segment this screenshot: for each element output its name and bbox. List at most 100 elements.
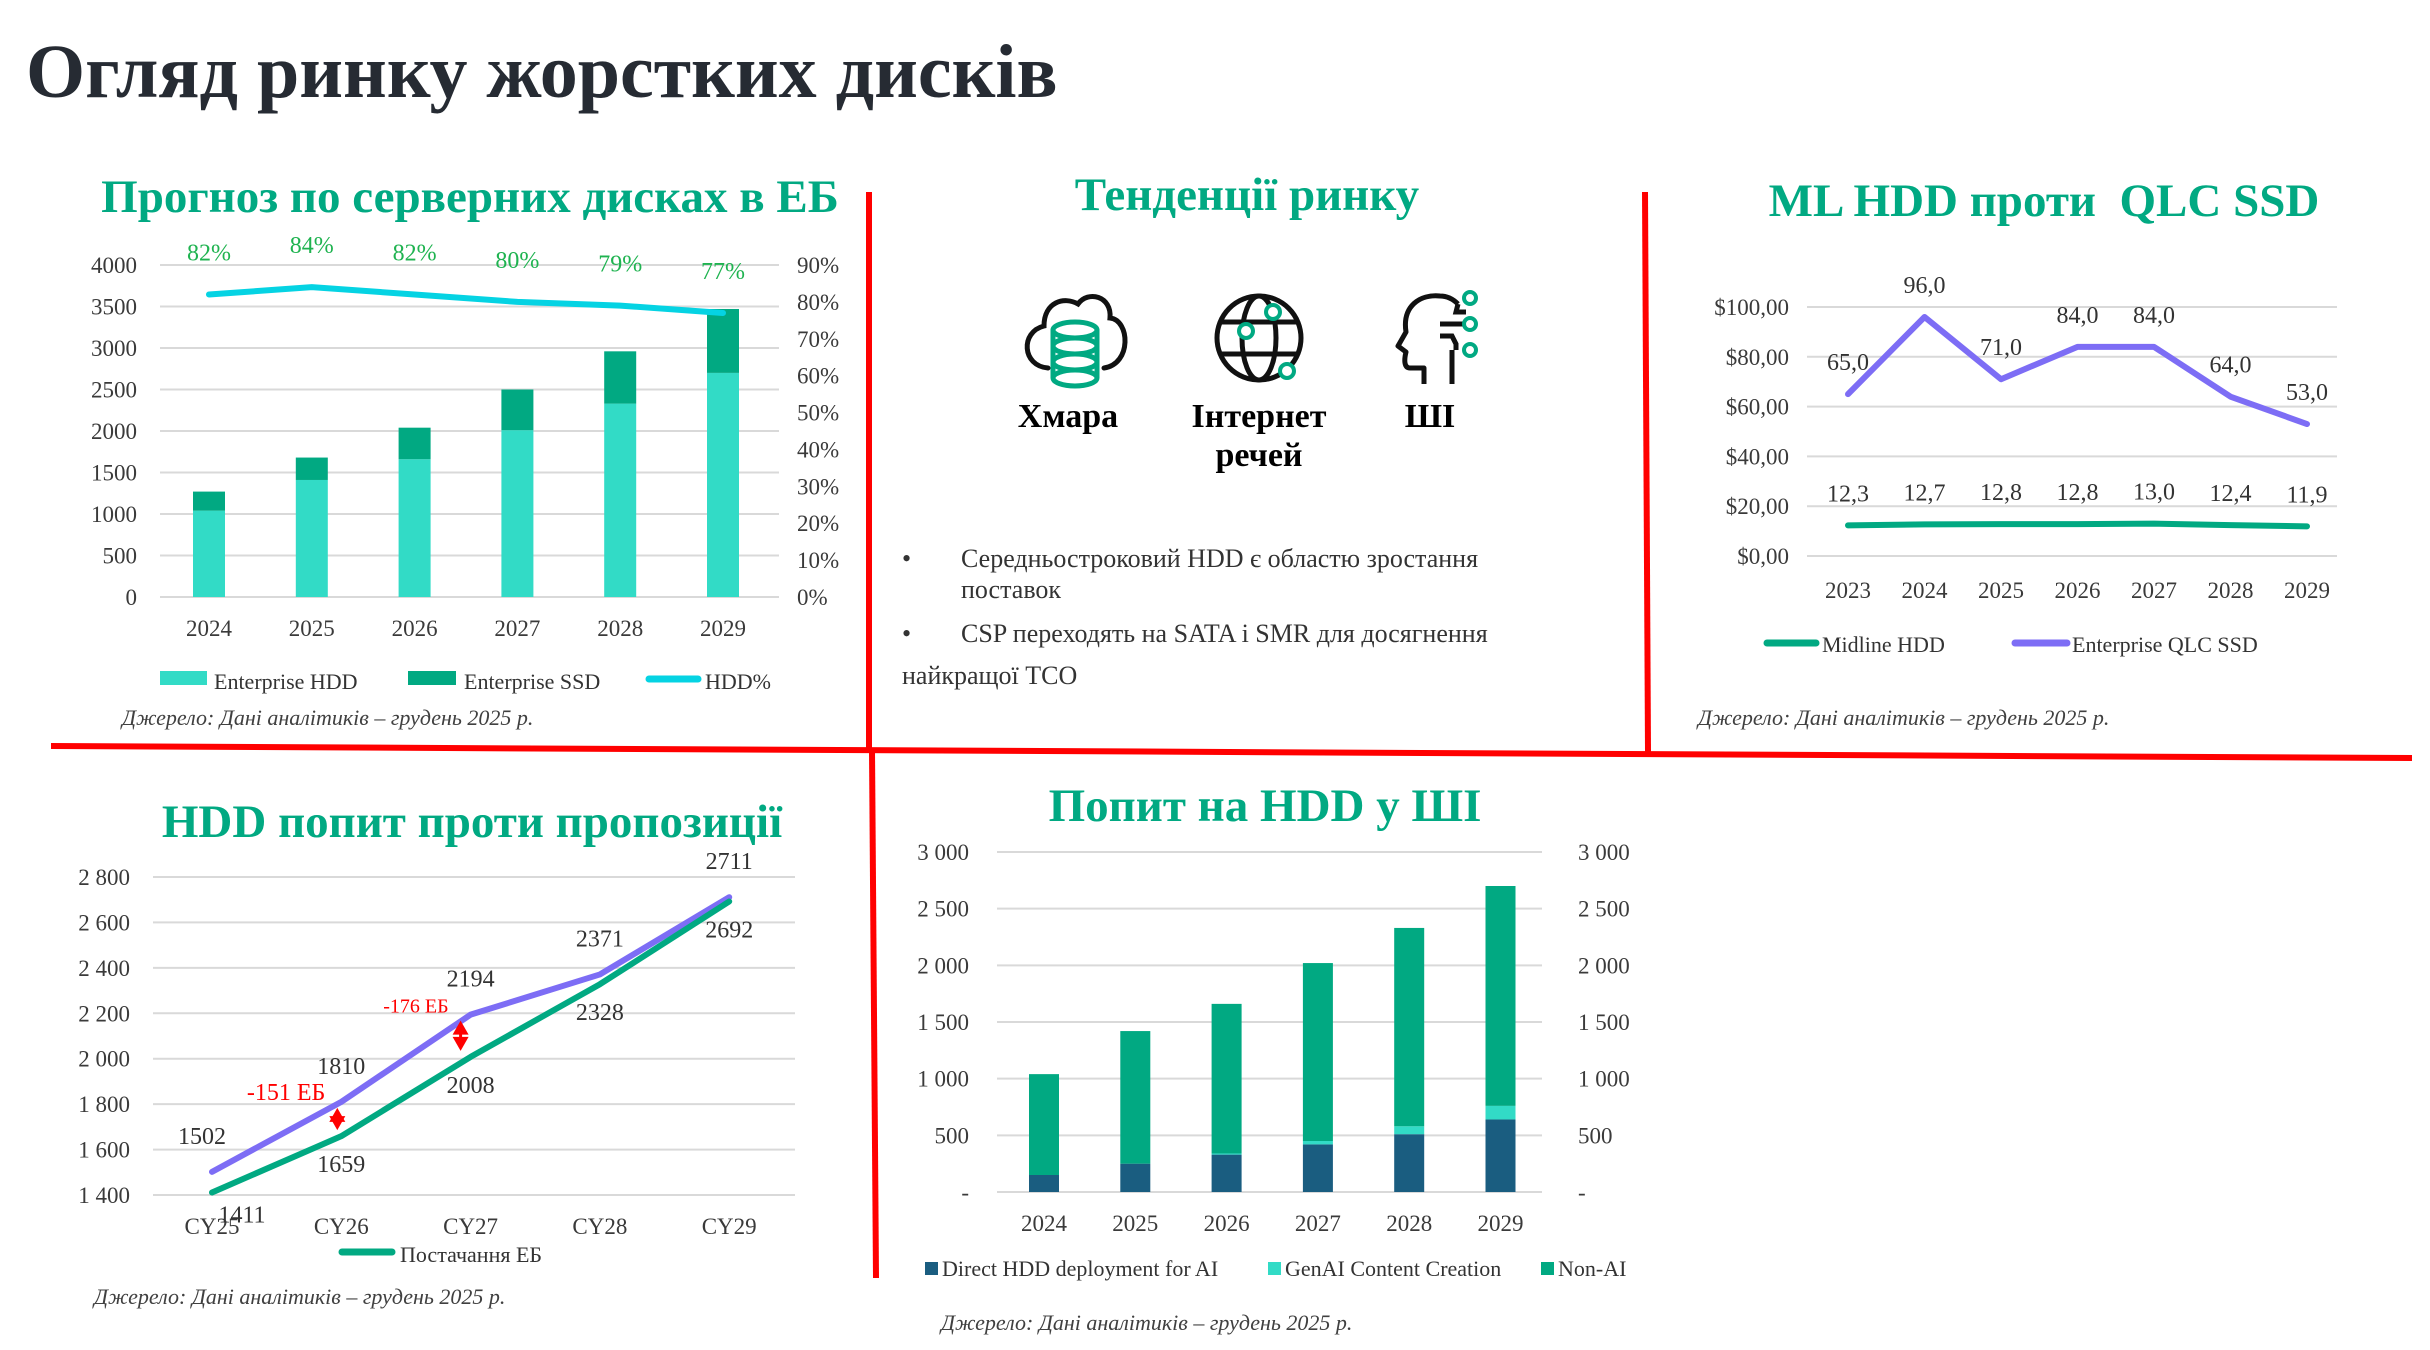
chart-title: ML HDD проти QLC SSD <box>1769 175 2320 227</box>
icon-label: Хмара <box>1018 398 1118 435</box>
y2-tick-label: 60% <box>797 364 839 389</box>
x-tick-label: CY29 <box>702 1214 757 1239</box>
y-tick-label: 0 <box>126 585 138 610</box>
dividers <box>50 191 2413 1279</box>
bar-non-ai <box>1211 1003 1242 1154</box>
trends-title: Тенденції ринку <box>1075 169 1420 221</box>
bar-non-ai <box>1302 963 1333 1141</box>
x-tick-label: 2029 <box>1478 1211 1524 1236</box>
bar-enterprise-hdd <box>398 459 431 597</box>
x-tick-label: 2025 <box>289 616 335 641</box>
data-label: 2328 <box>576 1000 624 1026</box>
y2-tick-label: 30% <box>797 474 839 499</box>
bar-direct-ai <box>1029 1175 1059 1192</box>
legend-label: Enterprise HDD <box>214 669 358 694</box>
y-tick-label: 4000 <box>91 253 137 278</box>
y2-tick-label: 3 000 <box>1578 840 1630 865</box>
y-tick-label: 1 400 <box>78 1183 130 1208</box>
y-tick-label: 2 500 <box>917 897 969 922</box>
y-tick-label: 1000 <box>91 502 137 527</box>
bar-enterprise-hdd <box>295 479 328 597</box>
bar-genai <box>1302 1141 1333 1145</box>
data-label: 84,0 <box>2057 303 2099 329</box>
icon-label: ШІ <box>1405 398 1456 435</box>
legend-swatch-enterprise-hdd <box>160 671 207 685</box>
bullet-icon: • <box>902 544 911 573</box>
source-note: Джерело: Дані аналітиків – грудень 2025 … <box>1696 705 2109 730</box>
y-tick-label: 2 800 <box>78 865 130 890</box>
legend-label: GenAI Content Creation <box>1285 1256 1501 1281</box>
x-tick-label: 2028 <box>597 616 643 641</box>
y2-tick-label: 40% <box>797 437 839 462</box>
y-tick-label: 1500 <box>91 461 137 486</box>
bar-direct-ai <box>1485 1119 1516 1192</box>
legend-label: Постачання ЕБ <box>400 1242 542 1267</box>
y-tick-label: $100,00 <box>1714 295 1789 320</box>
gap-annotation: -176 ЕБ <box>383 996 469 1051</box>
y-tick-label: 1 500 <box>917 1010 969 1035</box>
data-label: 80% <box>495 248 539 274</box>
arrow-up-icon <box>452 1020 469 1035</box>
data-label: 12,8 <box>1980 480 2022 506</box>
bar-enterprise-ssd <box>193 491 225 511</box>
server-forecast-chart: Прогноз по серверних дисках в ЕБ 4000 3500… <box>91 171 839 730</box>
data-label: 13,0 <box>2133 480 2175 506</box>
y-tick-label: 2 600 <box>78 910 130 935</box>
annotation-label: -151 ЕБ <box>247 1080 325 1106</box>
x-tick-label: 2027 <box>2131 578 2177 603</box>
bar-genai <box>1211 1153 1242 1155</box>
data-label: 12,7 <box>1904 480 1946 506</box>
x-tick-label: 2027 <box>1295 1211 1341 1236</box>
bullet-text: Середньостроковий HDD є областю зростанн… <box>961 544 1478 573</box>
x-tick-label: CY25 <box>185 1214 240 1239</box>
y2-tick-label: 1 000 <box>1578 1067 1630 1092</box>
legend-swatch <box>1541 1262 1554 1275</box>
data-label: 12,8 <box>2057 480 2099 506</box>
x-tick-label: 2029 <box>700 616 746 641</box>
divider-vertical-top-right <box>1642 191 1651 753</box>
y2-tick-label: 10% <box>797 548 839 573</box>
source-note: Джерело: Дані аналітиків – грудень 2025 … <box>92 1284 505 1309</box>
charts: Прогноз по серверних дисках в ЕБ 4000 3500… <box>78 171 2337 1335</box>
x-tick-label: 2028 <box>1386 1211 1432 1236</box>
hdd-demand-vs-supply-chart: HDD попит проти пропозиції 2 800 2 600 2 40… <box>78 796 795 1309</box>
chart-title: HDD попит проти пропозиції <box>162 796 783 848</box>
data-label: 64,0 <box>2210 353 2252 379</box>
globe-network-icon <box>1214 293 1304 383</box>
chart-title: Прогноз по серверних дисках в ЕБ <box>101 171 839 223</box>
y-tick-label: 2 000 <box>917 953 969 978</box>
x-tick-label: 2028 <box>2208 578 2254 603</box>
bullet-text: поставок <box>961 575 1061 604</box>
y-tick-label: 2 400 <box>78 956 130 981</box>
y-tick-label: - <box>961 1180 969 1205</box>
x-tick-label: 2023 <box>1825 578 1871 603</box>
x-tick-label: 2024 <box>186 616 233 641</box>
y-tick-label: $60,00 <box>1726 395 1789 420</box>
bar-non-ai <box>1029 1074 1059 1175</box>
y-tick-label: $0,00 <box>1737 544 1789 569</box>
bar-genai <box>1485 1105 1516 1120</box>
x-tick-label: 2025 <box>1978 578 2024 603</box>
data-label: 71,0 <box>1980 335 2022 361</box>
data-label: 2194 <box>447 967 495 993</box>
data-label: 96,0 <box>1904 273 1946 299</box>
data-label: 1411 <box>218 1203 265 1229</box>
y2-tick-label: 50% <box>797 401 839 426</box>
y2-tick-label: 90% <box>797 253 839 278</box>
y2-tick-label: - <box>1578 1180 1586 1205</box>
legend-swatch <box>925 1262 938 1275</box>
ai-hdd-demand-chart: Попит на HDD у ШІ 3 000 3 000 2 500 2 500 2 0… <box>917 780 1630 1335</box>
data-label: 77% <box>701 259 745 285</box>
page-title: Огляд ринку жорстких дисків <box>26 30 1058 114</box>
bar-enterprise-hdd <box>193 510 225 597</box>
x-tick-label: 2026 <box>2055 578 2101 603</box>
cloud-database-icon <box>1024 294 1128 389</box>
line-demand <box>209 894 733 1175</box>
data-label: 84,0 <box>2133 303 2175 329</box>
bar-non-ai <box>1485 886 1516 1106</box>
data-label: 53,0 <box>2286 380 2328 406</box>
y-tick-label: 3500 <box>91 295 137 320</box>
arrow-down-icon <box>452 1036 469 1051</box>
data-label: 1659 <box>317 1152 365 1178</box>
